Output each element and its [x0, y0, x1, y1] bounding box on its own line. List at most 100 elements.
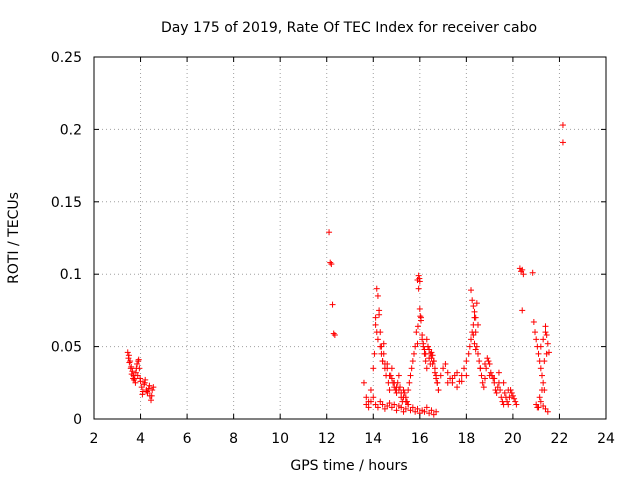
data-point [537, 365, 544, 372]
data-point [417, 313, 424, 320]
data-point [470, 303, 477, 310]
data-point [422, 350, 429, 357]
data-point [330, 330, 337, 337]
data-point [419, 332, 426, 339]
data-point [449, 375, 456, 382]
data-point [429, 352, 436, 359]
data-point [400, 394, 407, 401]
data-point [519, 266, 526, 273]
data-point [437, 372, 444, 379]
data-point [481, 375, 488, 382]
tick-marks [93, 56, 607, 420]
data-point [402, 405, 409, 412]
data-point [149, 387, 156, 394]
data-point [424, 343, 431, 350]
data-point [139, 391, 146, 398]
data-point [484, 355, 491, 362]
data-point [134, 360, 141, 367]
data-point [542, 329, 549, 336]
data-point [141, 379, 148, 386]
data-point [416, 305, 423, 312]
y-tick-label: 0.25 [51, 50, 82, 66]
data-point [430, 358, 437, 365]
data-point [417, 317, 424, 324]
data-point [544, 408, 551, 415]
data-point [454, 369, 461, 376]
data-point [405, 401, 412, 408]
data-point [476, 358, 483, 365]
data-point [473, 300, 480, 307]
data-point [328, 261, 335, 268]
data-point [536, 394, 543, 401]
data-point [370, 365, 377, 372]
data-point [481, 360, 488, 367]
data-point [141, 381, 148, 388]
data-point [458, 378, 465, 385]
x-tick-label: 18 [457, 431, 475, 447]
y-tick-label: 0.05 [51, 340, 82, 356]
data-point [423, 404, 430, 411]
data-point [466, 343, 473, 350]
y-tick-label: 0.2 [60, 122, 82, 138]
data-point [421, 346, 428, 353]
data-point [409, 358, 416, 365]
data-point [475, 321, 481, 328]
x-tick-label: 16 [411, 431, 429, 447]
data-point [512, 398, 519, 405]
data-point [406, 379, 413, 386]
data-point [540, 379, 547, 386]
y-tick-label: 0.15 [51, 195, 82, 211]
data-point [440, 365, 447, 372]
data-point [487, 369, 494, 376]
data-point [384, 365, 391, 372]
data-point [148, 397, 155, 404]
x-tick-label: 6 [183, 431, 192, 447]
data-point [434, 379, 441, 386]
data-point [391, 401, 398, 408]
data-point [408, 365, 415, 372]
data-point [454, 384, 461, 391]
data-point [539, 387, 545, 394]
data-point [127, 365, 134, 372]
data-point [132, 379, 139, 386]
data-point [373, 285, 380, 292]
data-point [374, 404, 381, 411]
data-point [360, 379, 367, 386]
data-point [376, 311, 383, 318]
data-point [414, 323, 421, 330]
grid-lines [94, 57, 606, 419]
data-point [372, 321, 379, 328]
data-point [544, 340, 551, 347]
x-tick-label: 22 [551, 431, 569, 447]
data-point [444, 379, 451, 386]
data-point [493, 389, 500, 396]
data-point [409, 404, 416, 411]
data-point [413, 329, 420, 336]
data-point [472, 314, 479, 321]
data-point [468, 336, 475, 343]
data-point [422, 358, 429, 365]
data-point [331, 332, 338, 339]
x-tick-label: 8 [229, 431, 238, 447]
data-point [374, 336, 381, 343]
data-point [126, 359, 133, 366]
data-point [405, 387, 412, 394]
data-point [416, 278, 423, 285]
data-point [386, 400, 393, 407]
data-point [411, 350, 417, 357]
x-tick-label: 12 [318, 431, 336, 447]
data-point [428, 407, 435, 414]
data-point [415, 272, 422, 279]
data-point [506, 394, 513, 401]
data-point [128, 371, 135, 378]
data-point [378, 350, 385, 357]
data-point [537, 398, 544, 405]
data-point [543, 332, 550, 339]
data-point [326, 229, 333, 236]
data-point [135, 356, 142, 363]
data-point [124, 349, 131, 356]
data-point [398, 389, 405, 396]
data-point [511, 395, 518, 402]
data-point [519, 307, 526, 314]
